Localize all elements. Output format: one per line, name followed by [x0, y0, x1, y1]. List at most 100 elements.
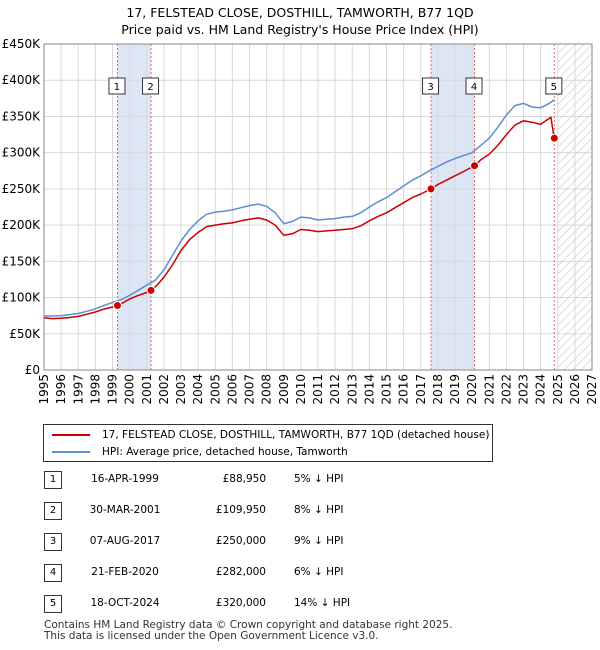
- transaction-number: 4: [44, 564, 62, 582]
- transaction-hpi-diff: 14% ↓ HPI: [294, 597, 351, 609]
- x-tick-label: 1999: [106, 374, 120, 405]
- y-tick-label: £350K: [2, 109, 42, 123]
- price-chart: 1 2 3 4 5 £0 £50K £100K £150K £200K £250K £300K £35…: [2, 37, 599, 405]
- x-tick-label: 2009: [277, 374, 291, 405]
- transaction-date: 07-AUG-2017: [89, 535, 161, 547]
- sale-number-label: 1: [114, 82, 120, 93]
- table-row: 5 18-OCT-2024 £320,000 14% ↓ HPI: [44, 595, 464, 613]
- chart-title: 17, FELSTEAD CLOSE, DOSTHILL, TAMWORTH, …: [0, 4, 600, 38]
- x-tick-label: 1996: [54, 374, 68, 405]
- transaction-number: 1: [44, 471, 62, 489]
- x-tick-label: 2012: [328, 374, 342, 405]
- transaction-date: 21-FEB-2020: [91, 566, 159, 578]
- transaction-price: £282,000: [215, 566, 266, 578]
- x-tick-label: 2026: [568, 374, 582, 405]
- x-tick-label: 2008: [260, 374, 274, 405]
- x-tick-label: 2002: [157, 374, 171, 405]
- x-tick-label: 1995: [37, 374, 51, 405]
- legend-item-hpi: HPI: Average price, detached house, Tamw…: [52, 444, 348, 460]
- x-tick-label: 2023: [517, 374, 531, 405]
- legend-swatch-hpi: [52, 451, 90, 453]
- property-price-line: [43, 116, 556, 320]
- x-tick-label: 2011: [311, 374, 325, 405]
- y-tick-label: £250K: [2, 182, 42, 196]
- chart-legend: 17, FELSTEAD CLOSE, DOSTHILL, TAMWORTH, …: [43, 424, 493, 462]
- x-tick-label: 2015: [380, 374, 394, 405]
- x-tick-label: 2013: [345, 374, 359, 405]
- x-tick-label: 2006: [225, 374, 239, 405]
- x-tick-label: 2018: [431, 374, 445, 405]
- title-line-1: 17, FELSTEAD CLOSE, DOSTHILL, TAMWORTH, …: [126, 5, 474, 20]
- x-tick-label: 2022: [499, 374, 513, 405]
- x-tick-label: 1998: [88, 374, 102, 405]
- sale-point: [146, 285, 156, 295]
- legend-label-hpi: HPI: Average price, detached house, Tamw…: [102, 446, 348, 458]
- sale-number-label: 3: [427, 82, 433, 93]
- transaction-hpi-diff: 6% ↓ HPI: [294, 566, 344, 578]
- sale-number-box: [465, 77, 483, 95]
- transaction-number: 5: [44, 595, 62, 613]
- sale-number-label: 2: [147, 82, 153, 93]
- legend-item-property: 17, FELSTEAD CLOSE, DOSTHILL, TAMWORTH, …: [52, 427, 489, 443]
- footer-attribution: Contains HM Land Registry data © Crown c…: [44, 620, 452, 642]
- title-line-2: Price paid vs. HM Land Registry's House …: [121, 22, 479, 37]
- x-tick-label: 2020: [465, 374, 479, 405]
- sale-number-label: 5: [551, 82, 557, 93]
- transaction-date: 30-MAR-2001: [89, 504, 161, 516]
- transaction-price: £88,950: [222, 473, 266, 485]
- transaction-hpi-diff: 8% ↓ HPI: [294, 504, 344, 516]
- sale-point: [470, 161, 480, 171]
- x-tick-label: 2025: [551, 374, 565, 405]
- x-tick-label: 2027: [585, 374, 599, 405]
- transaction-price: £320,000: [215, 597, 266, 609]
- transaction-price: £109,950: [215, 504, 266, 516]
- x-tick-label: 2010: [294, 374, 308, 405]
- sale-number-box: [545, 77, 563, 95]
- forecast-hatch-region: [557, 44, 592, 370]
- transaction-date: 18-OCT-2024: [90, 597, 160, 609]
- table-row: 2 30-MAR-2001 £109,950 8% ↓ HPI: [44, 502, 464, 520]
- transaction-hpi-diff: 9% ↓ HPI: [294, 535, 344, 547]
- y-tick-label: £100K: [2, 291, 42, 305]
- sale-number-box: [142, 77, 160, 95]
- table-row: 4 21-FEB-2020 £282,000 6% ↓ HPI: [44, 564, 464, 582]
- x-tick-label: 2024: [534, 374, 548, 405]
- sale-number-box: [108, 77, 126, 95]
- table-row: 1 16-APR-1999 £88,950 5% ↓ HPI: [44, 471, 464, 489]
- sale-point: [112, 301, 122, 311]
- table-row: 3 07-AUG-2017 £250,000 9% ↓ HPI: [44, 533, 464, 551]
- sale-number-box: [422, 77, 440, 95]
- footer-line-2: This data is licensed under the Open Gov…: [44, 630, 379, 642]
- legend-swatch-property: [52, 434, 90, 436]
- transaction-hpi-diff: 5% ↓ HPI: [294, 473, 344, 485]
- transaction-date: 16-APR-1999: [91, 473, 159, 485]
- x-tick-label: 2003: [174, 374, 188, 405]
- sale-shaded-range: [117, 44, 152, 370]
- y-tick-label: £150K: [2, 254, 42, 268]
- x-tick-label: 2016: [397, 374, 411, 405]
- sale-point: [549, 133, 559, 143]
- y-tick-label: £200K: [2, 218, 42, 232]
- y-tick-label: £400K: [2, 73, 42, 87]
- x-tick-label: 2021: [482, 374, 496, 405]
- hpi-line: [43, 99, 555, 317]
- x-tick-label: 1997: [71, 374, 85, 405]
- x-tick-label: 2007: [243, 374, 257, 405]
- x-tick-label: 2017: [414, 374, 428, 405]
- x-tick-label: 2019: [448, 374, 462, 405]
- y-tick-label: £300K: [2, 146, 42, 160]
- legend-label-property: 17, FELSTEAD CLOSE, DOSTHILL, TAMWORTH, …: [102, 429, 490, 441]
- x-tick-label: 2005: [208, 374, 222, 405]
- x-tick-label: 2001: [140, 374, 154, 405]
- y-tick-label: £0: [25, 363, 40, 377]
- sale-number-label: 4: [471, 82, 477, 93]
- x-tick-label: 2000: [123, 374, 137, 405]
- plot-frame: [43, 43, 593, 371]
- x-tick-label: 2014: [362, 374, 376, 405]
- transaction-price: £250,000: [215, 535, 266, 547]
- footer-line-1: Contains HM Land Registry data © Crown c…: [44, 619, 453, 631]
- x-tick-label: 2004: [191, 374, 205, 405]
- sale-point: [426, 184, 436, 194]
- y-tick-label: £50K: [9, 327, 41, 341]
- transaction-number: 3: [44, 533, 62, 551]
